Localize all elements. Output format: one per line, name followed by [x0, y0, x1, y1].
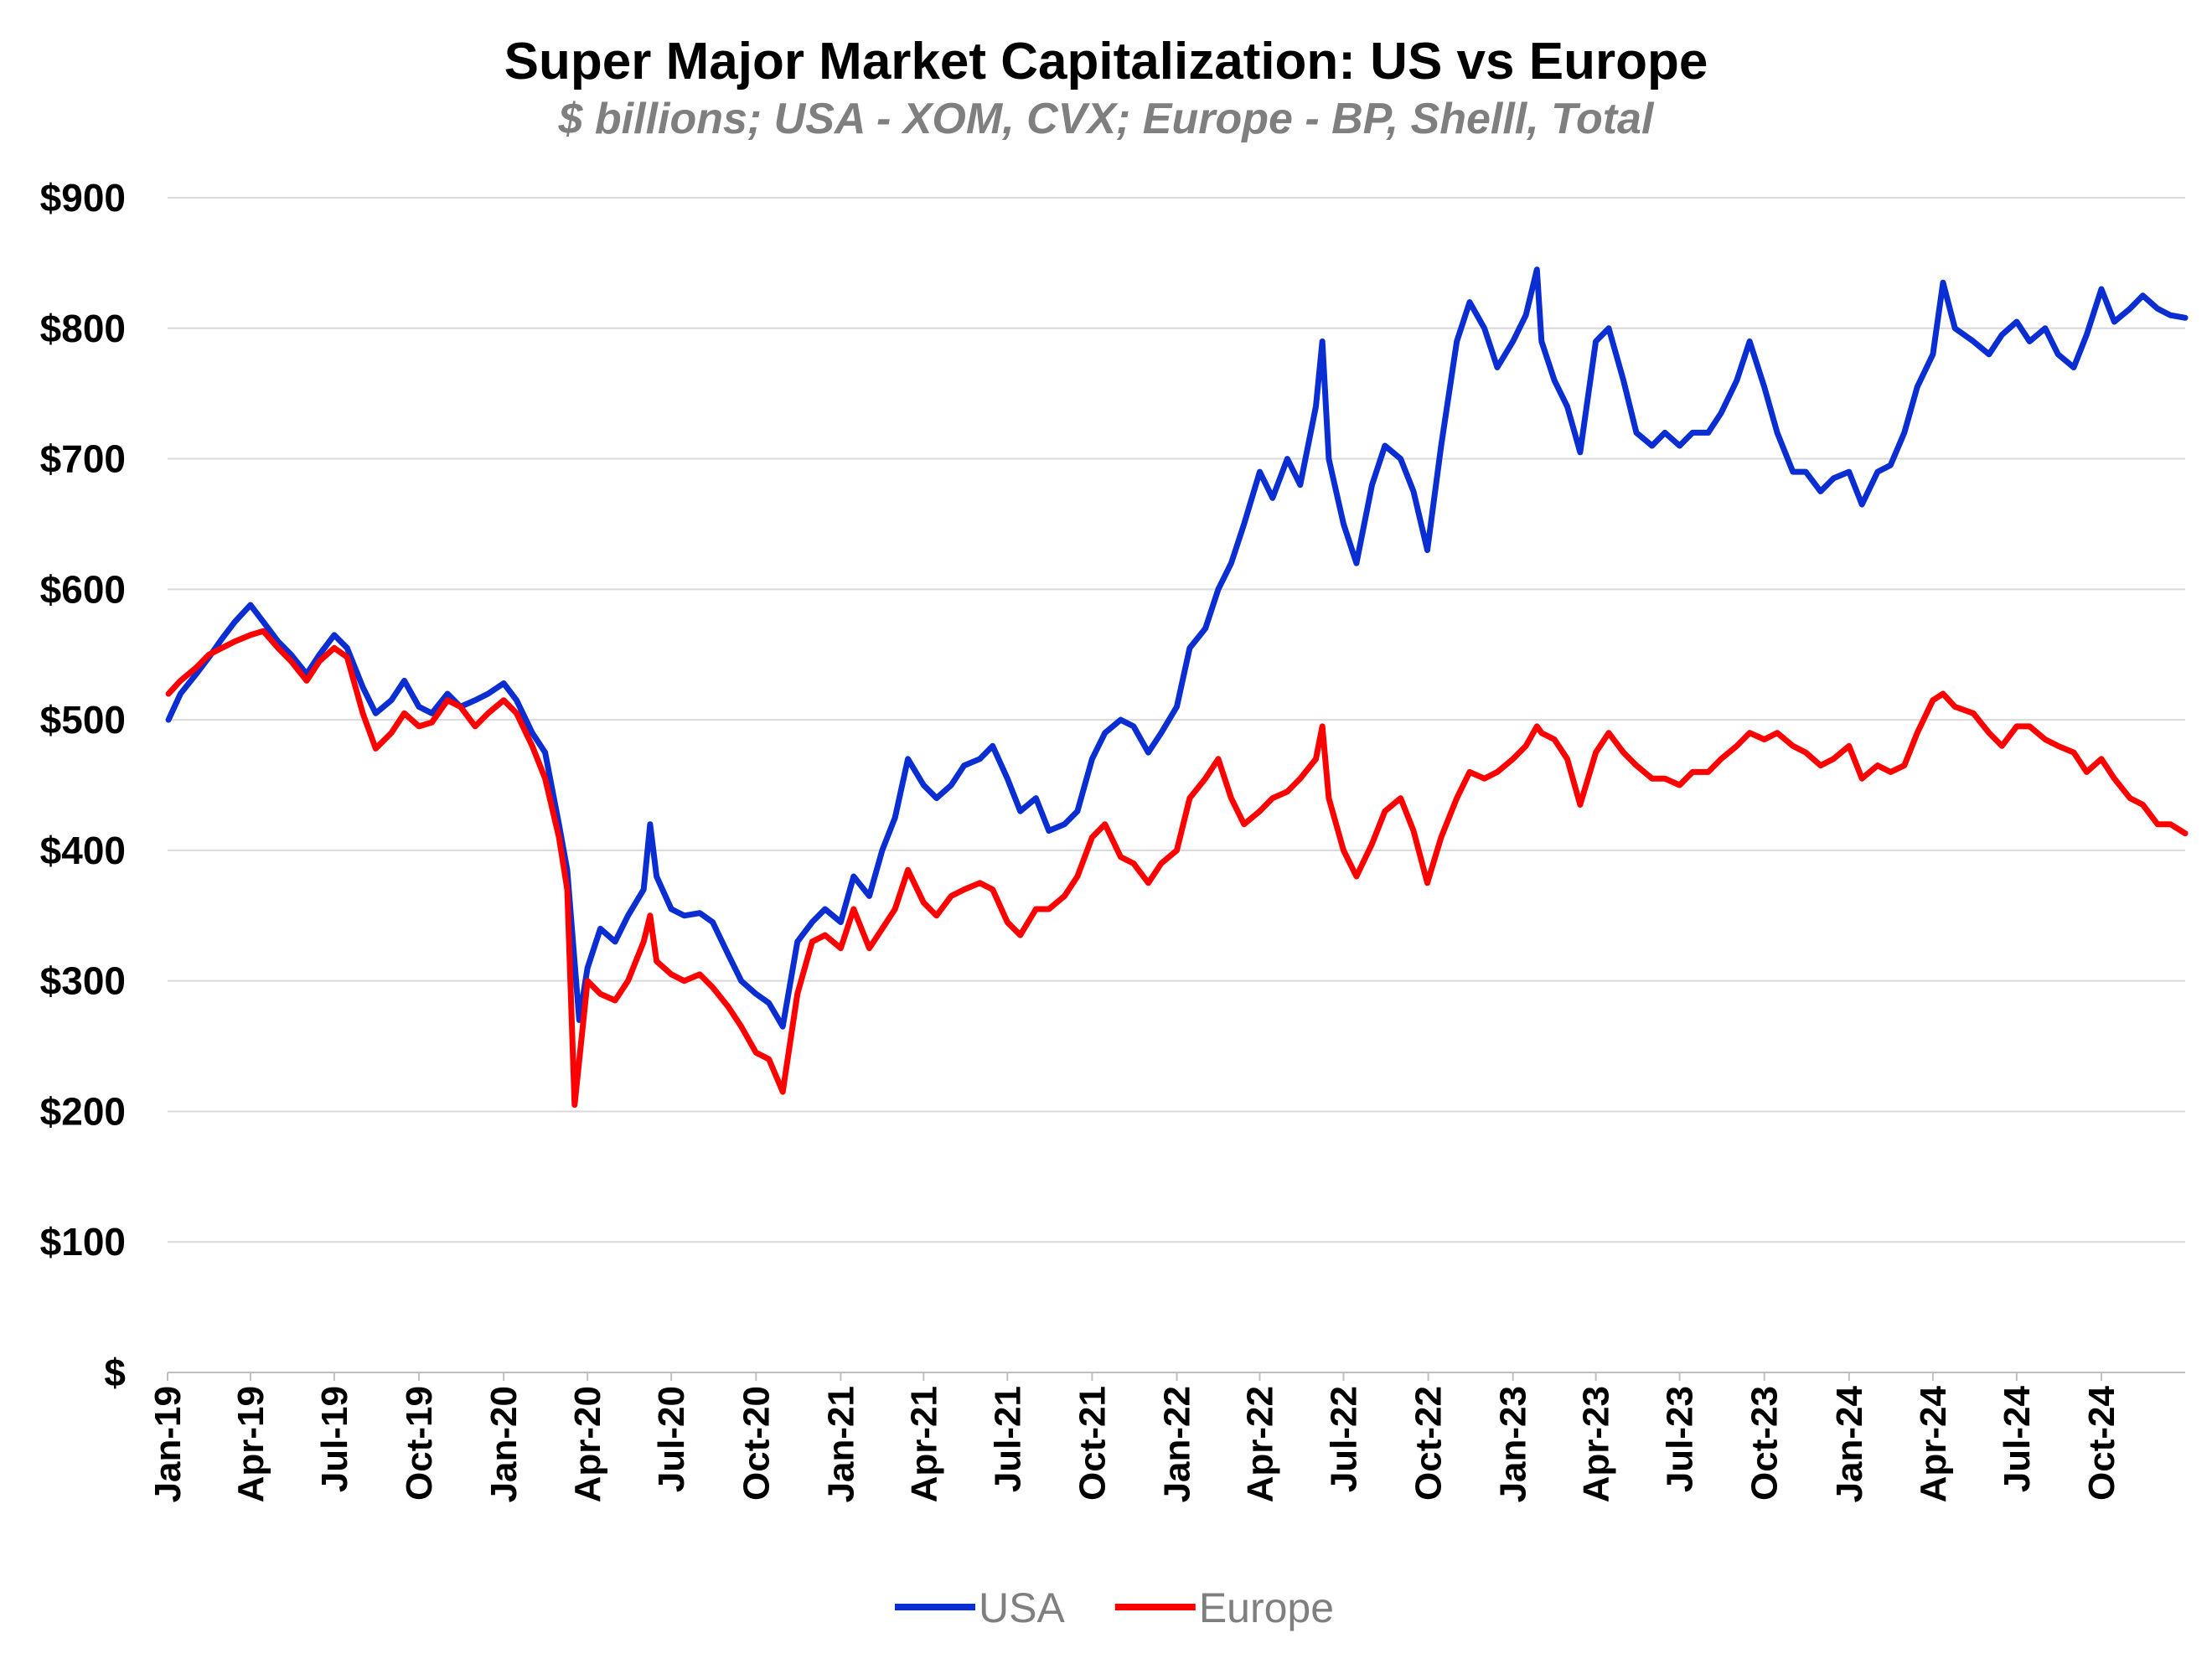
y-tick-label: $500 [40, 698, 126, 742]
x-tick-label: Jan-20 [483, 1386, 525, 1502]
x-tick-label: Jul-22 [1323, 1386, 1364, 1492]
x-tick-label: Jan-22 [1157, 1386, 1198, 1502]
x-tick-label: Jul-21 [987, 1386, 1028, 1492]
y-tick-label: $300 [40, 959, 126, 1003]
x-tick-label: Oct-22 [1408, 1386, 1450, 1501]
legend-label-europe: Europe [1199, 1584, 1334, 1631]
x-tick-label: Oct-21 [1072, 1386, 1113, 1501]
legend-label-usa: USA [979, 1584, 1065, 1631]
x-tick-label: Apr-21 [903, 1386, 944, 1502]
x-tick-label: Jan-21 [820, 1386, 861, 1502]
chart-subtitle: $ billions; USA - XOM, CVX; Europe - BP,… [558, 95, 1654, 143]
x-tick-label: Apr-20 [567, 1386, 608, 1502]
x-tick-label: Oct-19 [399, 1386, 440, 1501]
x-tick-label: Apr-23 [1576, 1386, 1617, 1502]
x-tick-label: Oct-23 [1744, 1386, 1786, 1501]
x-tick-label: Jul-19 [314, 1386, 355, 1492]
y-tick-label: $400 [40, 829, 126, 872]
x-tick-label: Oct-24 [2081, 1385, 2122, 1500]
chart-title: Super Major Market Capitalization: US vs… [504, 33, 1708, 90]
x-tick-label: Jan-23 [1493, 1386, 1534, 1502]
y-tick-label: $ [104, 1351, 126, 1394]
x-tick-label: Jan-24 [1829, 1385, 1870, 1502]
x-tick-label: Apr-24 [1913, 1385, 1954, 1502]
y-tick-label: $600 [40, 567, 126, 611]
y-tick-label: $100 [40, 1220, 126, 1264]
y-tick-label: $700 [40, 437, 126, 481]
y-tick-label: $800 [40, 307, 126, 350]
x-tick-label: Jul-23 [1660, 1386, 1701, 1492]
x-tick-label: Jan-19 [147, 1386, 189, 1502]
x-tick-label: Jul-20 [651, 1386, 692, 1492]
y-tick-label: $900 [40, 176, 126, 220]
x-tick-label: Apr-19 [230, 1386, 271, 1502]
x-tick-label: Oct-20 [736, 1386, 777, 1501]
series-line-europe [165, 628, 2189, 1109]
series-line-usa [165, 266, 2189, 1030]
x-tick-label: Jul-24 [1997, 1385, 2038, 1492]
x-tick-label: Apr-22 [1239, 1386, 1280, 1502]
y-tick-label: $200 [40, 1089, 126, 1133]
